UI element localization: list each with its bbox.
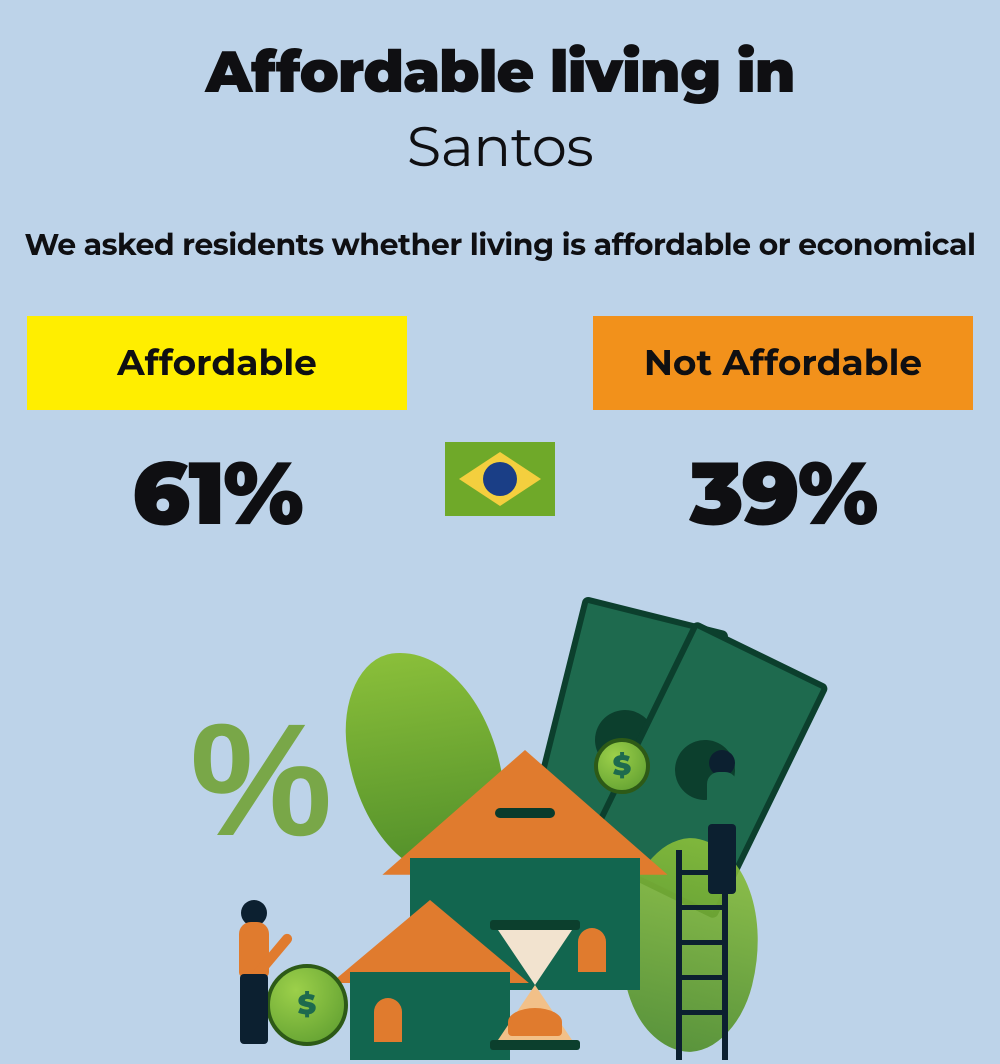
percent-sign-icon: % <box>190 700 332 860</box>
person-inserting-coin-icon <box>692 750 752 900</box>
brazil-flag-icon <box>445 442 555 516</box>
city-name: Santos <box>0 113 1000 181</box>
hourglass-icon <box>490 920 580 1050</box>
flag-globe-icon <box>483 462 517 496</box>
not-affordable-label: Not Affordable <box>593 316 973 410</box>
house-icon <box>350 900 510 1060</box>
affordable-percent: 61% <box>27 440 407 547</box>
not-affordable-percent: 39% <box>593 440 973 547</box>
affordable-label: Affordable <box>27 316 407 410</box>
coin-icon: $ <box>594 738 650 794</box>
poll-option-not-affordable: Not Affordable 39% <box>593 316 973 547</box>
poll-option-affordable: Affordable 61% <box>27 316 407 547</box>
savings-illustration: % $ $ <box>180 640 820 1040</box>
person-pushing-coin-icon <box>224 900 284 1050</box>
page-title: Affordable living in <box>0 36 1000 107</box>
survey-question: We asked residents whether living is aff… <box>0 225 1000 266</box>
poll-row: Affordable 61% Not Affordable 39% <box>0 316 1000 547</box>
